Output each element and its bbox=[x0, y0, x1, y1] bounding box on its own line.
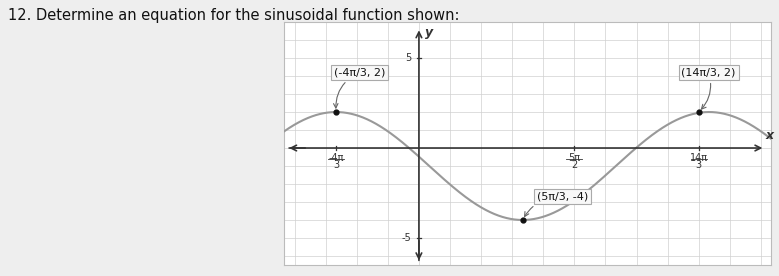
Text: -4π: -4π bbox=[328, 153, 344, 163]
Text: 5π: 5π bbox=[569, 153, 580, 163]
Text: (-4π/3, 2): (-4π/3, 2) bbox=[333, 67, 386, 108]
Text: (14π/3, 2): (14π/3, 2) bbox=[682, 67, 736, 109]
Text: 5: 5 bbox=[405, 53, 411, 63]
Text: 14π: 14π bbox=[689, 153, 708, 163]
Text: 3: 3 bbox=[333, 160, 339, 170]
Text: x: x bbox=[765, 129, 774, 142]
Text: 3: 3 bbox=[696, 160, 702, 170]
Text: -5: -5 bbox=[401, 233, 411, 243]
Text: 12. Determine an equation for the sinusoidal function shown:: 12. Determine an equation for the sinuso… bbox=[8, 8, 460, 23]
Text: (5π/3, -4): (5π/3, -4) bbox=[524, 192, 588, 216]
Text: y: y bbox=[425, 26, 433, 39]
Text: 2: 2 bbox=[571, 160, 577, 170]
